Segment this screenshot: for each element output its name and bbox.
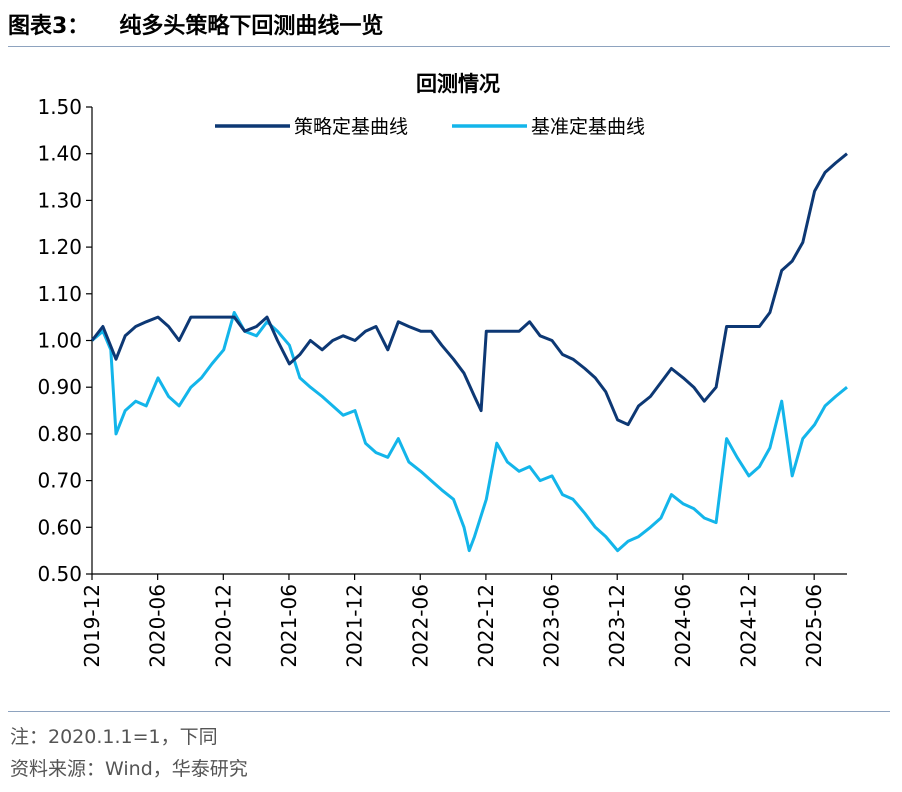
series-line-benchmark — [91, 311, 848, 553]
figure-label: 图表3： — [8, 14, 90, 39]
y-axis: 0.50 0.60 0.70 0.80 0.90 1.00 1.10 1.20 1.30 1.40… — [37, 95, 93, 586]
y-tick-label: 1.50 — [37, 95, 82, 119]
x-tick-label: 2023-12 — [605, 584, 629, 668]
y-tick-label: 1.00 — [37, 329, 82, 353]
figure-caption: 纯多头策略下回测曲线一览 — [119, 14, 384, 39]
x-tick-label: 2025-06 — [802, 584, 826, 668]
y-tick-label: 1.40 — [37, 142, 82, 166]
footnote: 注：2020.1.1=1，下同 — [10, 726, 218, 748]
y-tick-label: 0.90 — [37, 375, 82, 399]
y-tick-label: 0.60 — [37, 515, 82, 539]
chart-title: 回测情况 — [416, 72, 500, 96]
x-tick-label: 2020-06 — [146, 584, 170, 668]
y-tick-label: 0.70 — [37, 469, 82, 493]
x-tick-label: 2019-12 — [80, 584, 104, 668]
x-tick-label: 2022-12 — [474, 584, 498, 668]
y-tick-label: 1.20 — [37, 235, 82, 259]
x-tick-label: 2021-06 — [277, 584, 301, 668]
y-tick-label: 1.30 — [37, 188, 82, 212]
x-axis: 2019-12 2020-06 2020-12 2021-06 2021-12 2022-… — [80, 573, 847, 668]
x-tick-label: 2023-06 — [540, 584, 564, 668]
x-tick-label: 2024-12 — [737, 584, 761, 668]
x-tick-label: 2020-12 — [211, 584, 235, 668]
legend-label-benchmark: 基准定基曲线 — [531, 116, 645, 138]
y-tick-label: 0.50 — [37, 562, 82, 586]
backtest-chart: 回测情况 策略定基曲线 基准定基曲线 0.50 0.60 0.70 0.80 0.90 1… — [37, 72, 848, 668]
bottom-divider — [8, 711, 890, 712]
x-tick-label: 2022-06 — [408, 584, 432, 668]
series-group — [90, 152, 848, 553]
series-line-strategy — [90, 152, 848, 427]
x-tick-label: 2024-06 — [671, 584, 695, 668]
figure-title: 图表3： 纯多头策略下回测曲线一览 — [8, 8, 383, 40]
source-note: 资料来源：Wind，华泰研究 — [10, 758, 248, 780]
legend: 策略定基曲线 基准定基曲线 — [215, 116, 645, 138]
legend-label-strategy: 策略定基曲线 — [294, 116, 408, 138]
top-divider — [8, 46, 890, 47]
y-tick-label: 0.80 — [37, 422, 82, 446]
x-tick-label: 2021-12 — [343, 584, 367, 668]
y-tick-label: 1.10 — [37, 282, 82, 306]
